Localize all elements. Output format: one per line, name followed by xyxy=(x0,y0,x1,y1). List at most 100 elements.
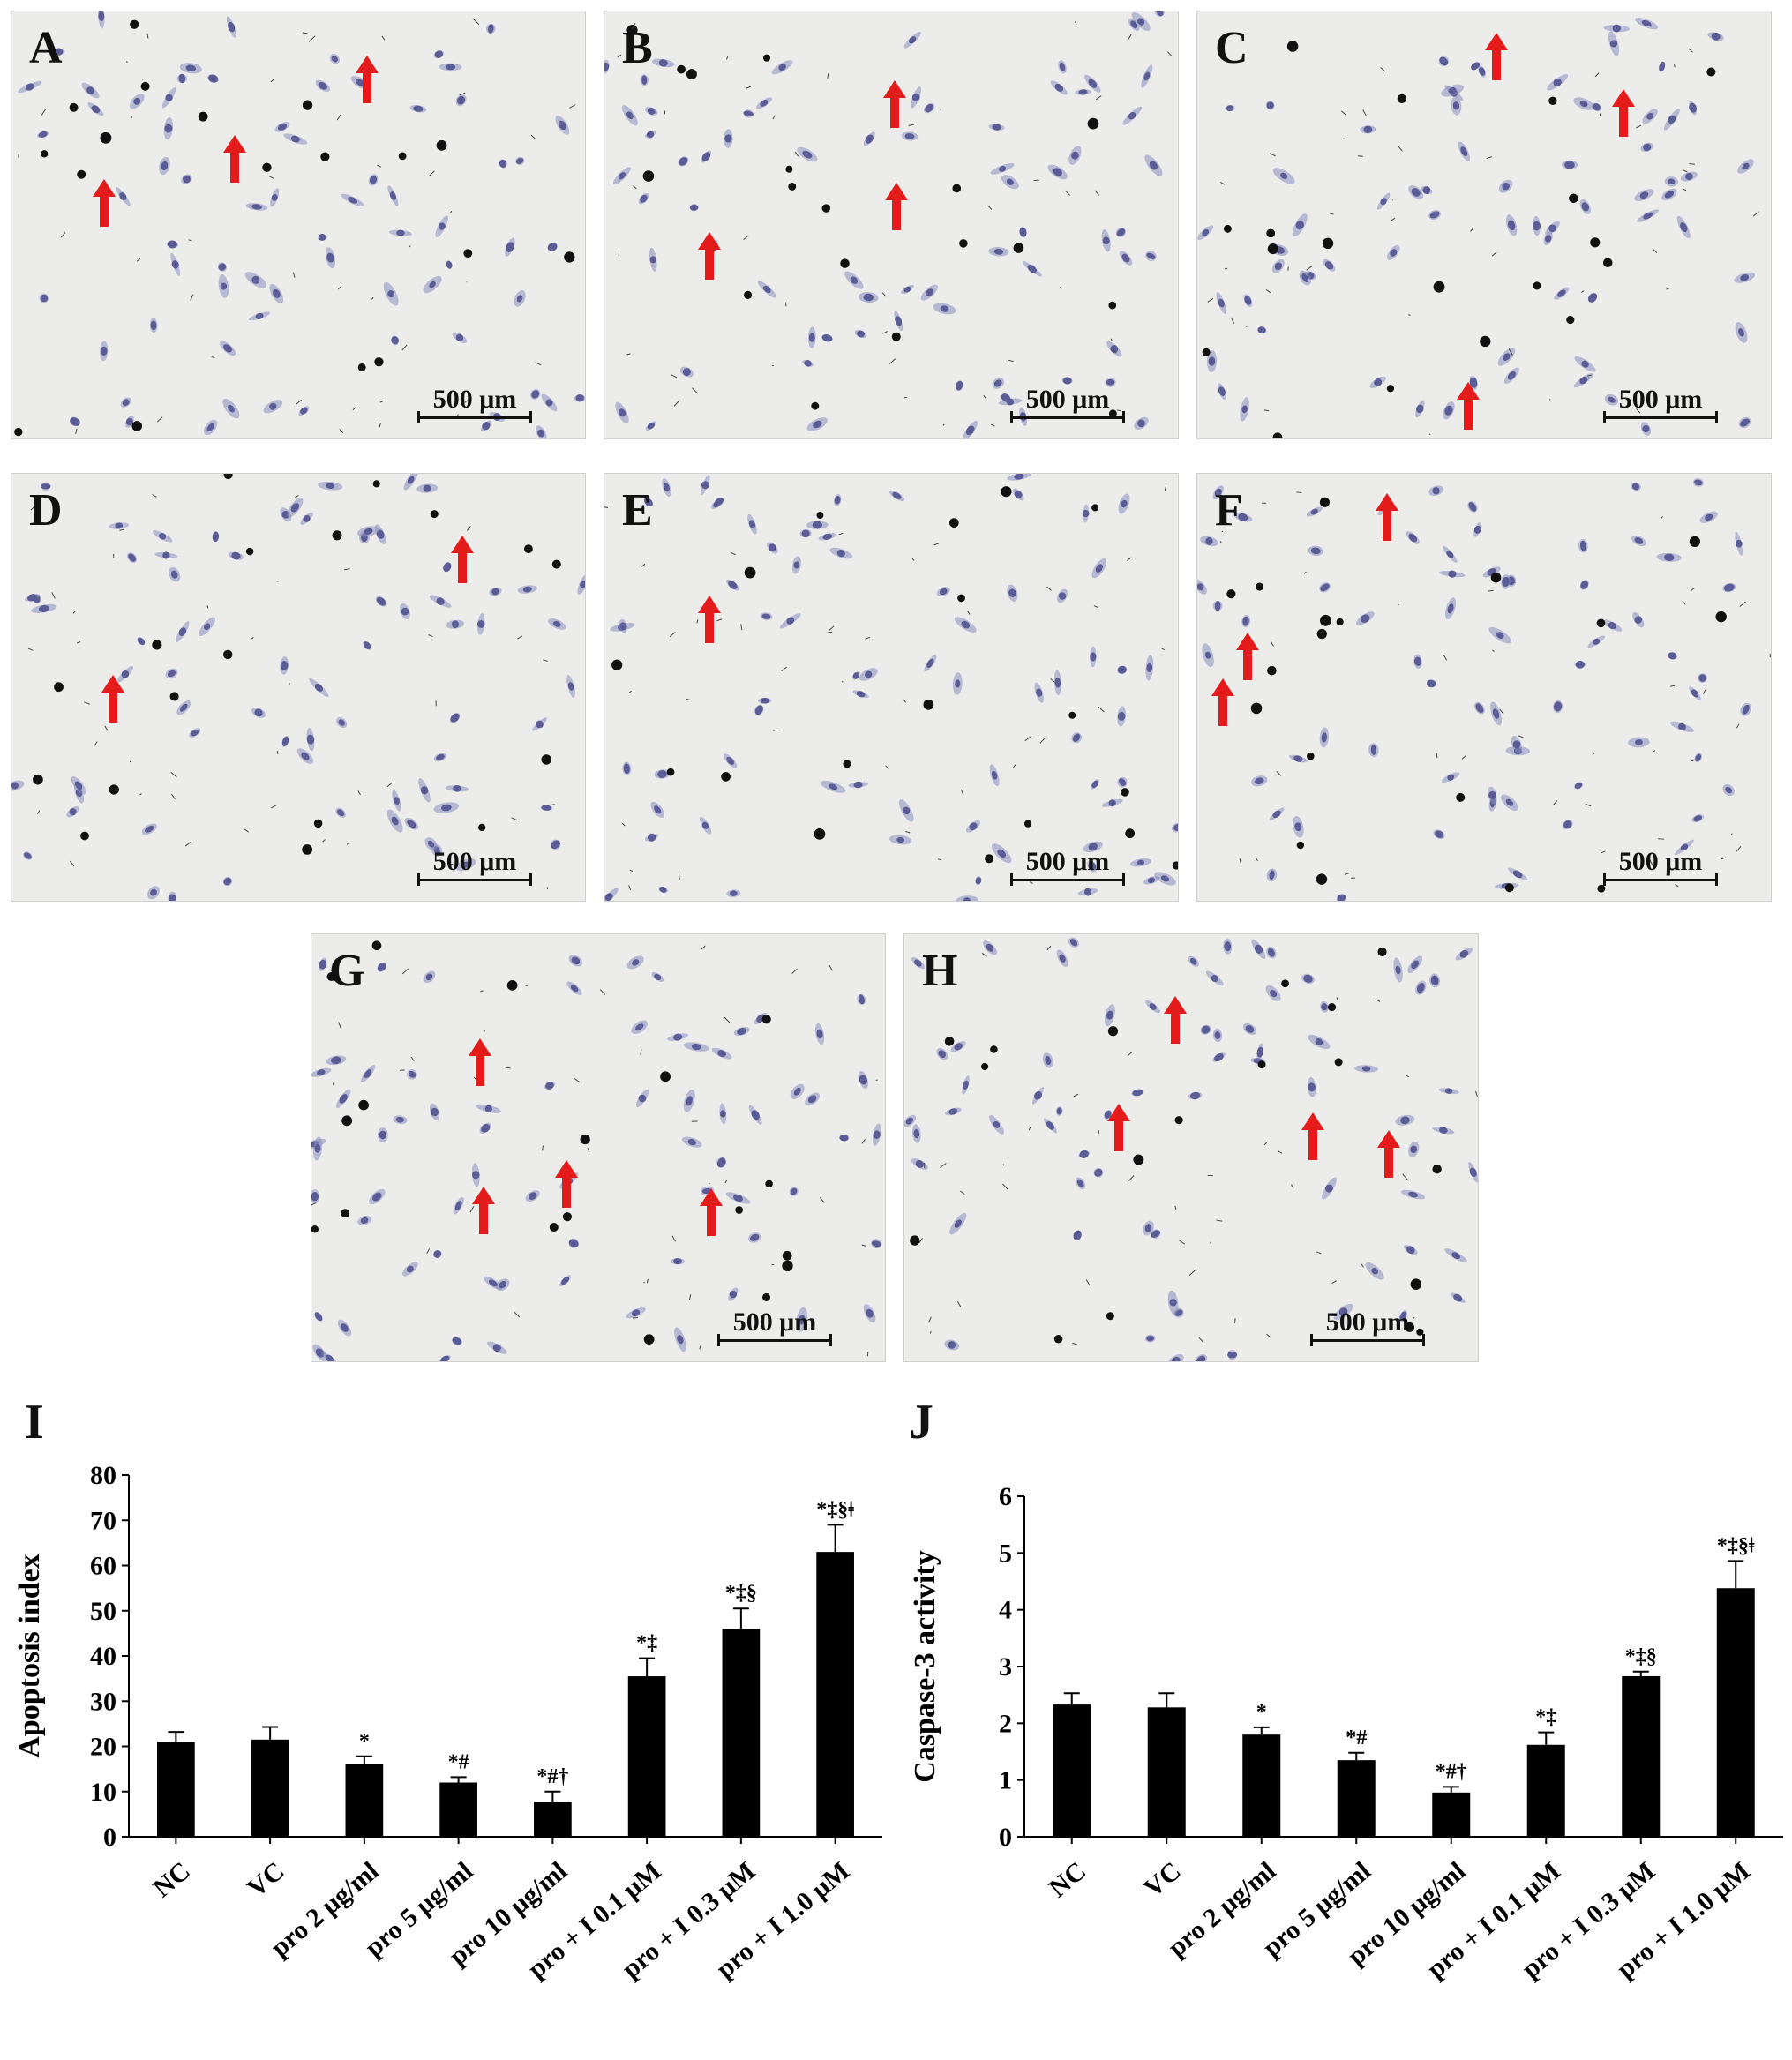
red-arrow-icon xyxy=(101,675,124,723)
significance-label: *#† xyxy=(1436,1760,1467,1783)
micrograph-panel-g: G 500 μm xyxy=(311,933,886,1362)
y-tick-label: 3 xyxy=(999,1652,1012,1682)
micrograph-image xyxy=(604,474,1178,901)
bar xyxy=(251,1740,289,1837)
y-tick-label: 70 xyxy=(90,1506,116,1535)
y-tick-label: 10 xyxy=(90,1778,116,1807)
panel-letter: C xyxy=(1215,26,1248,71)
micrograph-panel-b: B 500 μm xyxy=(604,11,1179,439)
red-arrow-icon xyxy=(698,232,721,280)
significance-label: *‡ xyxy=(636,1632,657,1655)
significance-label: *‡§ xyxy=(725,1582,757,1605)
y-tick-label: 40 xyxy=(90,1642,116,1671)
bar xyxy=(1338,1760,1376,1837)
significance-label: *‡ xyxy=(1535,1706,1556,1729)
red-arrow-icon xyxy=(223,135,246,183)
scale-label: 500 μm xyxy=(417,849,532,875)
bar xyxy=(1148,1707,1186,1837)
scale-label: 500 μm xyxy=(1010,386,1125,413)
scale-label: 500 μm xyxy=(1010,849,1125,875)
red-arrow-icon xyxy=(1164,996,1187,1044)
y-tick-label: 6 xyxy=(999,1482,1012,1511)
red-arrow-icon xyxy=(698,596,721,643)
micrograph-panel-d: D 500 μm xyxy=(11,473,586,902)
micrograph-panel-h: H 500 μm xyxy=(903,933,1479,1362)
red-arrow-icon xyxy=(1236,633,1259,680)
red-arrow-icon xyxy=(1612,89,1635,137)
significance-label: *‡§ǂ xyxy=(1717,1534,1755,1557)
red-arrow-icon xyxy=(1457,382,1480,430)
bar xyxy=(1242,1734,1280,1837)
scale-label: 500 μm xyxy=(1603,386,1718,413)
red-arrow-icon xyxy=(1376,493,1398,541)
red-arrow-icon xyxy=(1107,1104,1130,1151)
category-label: NC xyxy=(147,1856,195,1903)
significance-label: *# xyxy=(1346,1727,1367,1749)
y-tick-label: 60 xyxy=(90,1552,116,1581)
bar xyxy=(816,1552,854,1837)
scale-bar: 500 μm xyxy=(1603,849,1718,881)
panel-letter: F xyxy=(1215,488,1243,534)
red-arrow-icon xyxy=(469,1038,491,1086)
y-tick-label: 5 xyxy=(999,1539,1012,1568)
bar xyxy=(1717,1588,1755,1837)
micrograph-panel-f: F 500 μm xyxy=(1196,473,1772,902)
micrograph-image xyxy=(1197,11,1771,438)
y-tick-label: 80 xyxy=(90,1461,116,1490)
scale-bar: 500 μm xyxy=(717,1309,832,1342)
category-label: VC xyxy=(242,1856,289,1903)
red-arrow-icon xyxy=(555,1160,578,1208)
bar xyxy=(346,1764,384,1837)
red-arrow-icon xyxy=(472,1187,495,1234)
scale-label: 500 μm xyxy=(1310,1309,1425,1336)
significance-label: *#† xyxy=(536,1765,568,1788)
red-arrow-icon xyxy=(1211,678,1234,726)
y-tick-label: 1 xyxy=(999,1766,1012,1795)
scale-bar: 500 μm xyxy=(1603,386,1718,419)
bar xyxy=(628,1676,666,1837)
bar xyxy=(1527,1745,1565,1837)
micrograph-panel-c: C 500 μm xyxy=(1196,11,1772,439)
y-tick-label: 2 xyxy=(999,1709,1012,1738)
bar xyxy=(723,1629,761,1837)
micrograph-image xyxy=(1197,474,1771,901)
significance-label: * xyxy=(359,1730,370,1753)
red-arrow-icon xyxy=(1377,1130,1400,1178)
scale-label: 500 μm xyxy=(1603,849,1718,875)
panel-letter: E xyxy=(622,488,653,534)
y-tick-label: 4 xyxy=(999,1596,1012,1625)
bar xyxy=(1622,1676,1660,1837)
category-label: VC xyxy=(1138,1856,1186,1903)
red-arrow-icon xyxy=(93,179,116,227)
micrograph-panel-e: E 500 μm xyxy=(604,473,1179,902)
red-arrow-icon xyxy=(356,56,379,103)
panel-letter: B xyxy=(622,26,653,71)
y-tick-label: 30 xyxy=(90,1687,116,1716)
significance-label: * xyxy=(1256,1701,1267,1724)
chart-letter-j: J xyxy=(909,1397,933,1447)
red-arrow-icon xyxy=(700,1188,723,1236)
red-arrow-icon xyxy=(451,536,474,583)
bar xyxy=(439,1783,477,1838)
red-arrow-icon xyxy=(885,183,908,230)
significance-label: *‡§ǂ xyxy=(816,1498,854,1521)
bar xyxy=(157,1742,195,1837)
category-label: NC xyxy=(1044,1856,1091,1903)
y-axis-label: Caspase-3 activity xyxy=(909,1550,941,1782)
scale-bar: 500 μm xyxy=(417,849,532,881)
y-tick-label: 50 xyxy=(90,1597,116,1626)
red-arrow-icon xyxy=(1485,33,1508,80)
micrograph-panel-a: A 500 μm xyxy=(11,11,586,439)
y-tick-label: 20 xyxy=(90,1733,116,1762)
scale-label: 500 μm xyxy=(717,1309,832,1336)
micrograph-image xyxy=(311,934,885,1361)
significance-label: *# xyxy=(448,1750,469,1773)
y-tick-label: 0 xyxy=(999,1823,1012,1852)
scale-bar: 500 μm xyxy=(1010,849,1125,881)
y-axis-label: Apoptosis index xyxy=(13,1554,46,1757)
panel-letter: D xyxy=(29,488,63,534)
